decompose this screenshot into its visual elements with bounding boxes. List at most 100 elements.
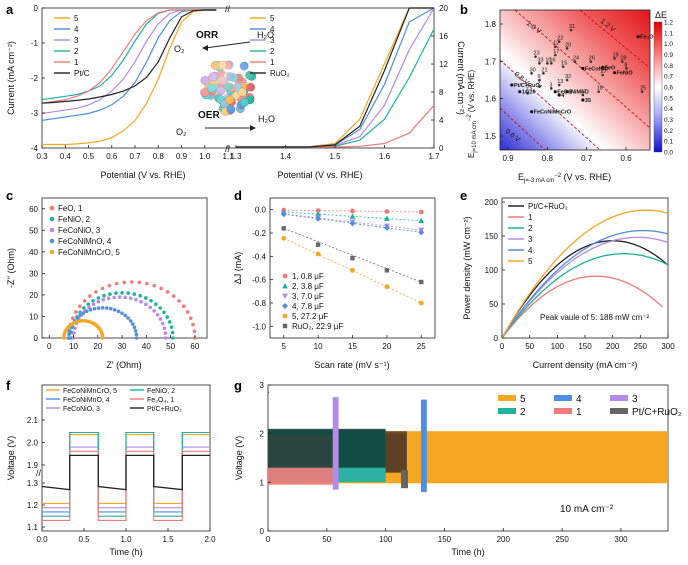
longterm-legend-swatch: [554, 395, 572, 401]
nyquist-legend: FeO, 1 FeNiO, 2 FeCoNiO, 3 FeCoNiMnO, 4 FeCo…: [49, 204, 120, 257]
orr-legend-label: 4: [74, 25, 79, 34]
cdl-point: [384, 268, 390, 273]
cdl-legend-label: 2, 3.8 μF: [292, 282, 324, 291]
d-y-tick-label: -1.0: [252, 322, 266, 331]
heatmap-point-label: 8: [624, 62, 627, 68]
heatmap-named-point: [518, 90, 522, 94]
g-x-tick-label: 100: [379, 535, 393, 544]
orr-y-tick-label: -3: [31, 109, 39, 118]
heatmap-named-label: FeCoNiMnO: [557, 90, 589, 96]
orr-x-tick-label: 0.3: [36, 152, 48, 161]
nyquist-point: [117, 295, 122, 299]
nyquist-point: [170, 330, 175, 335]
g-ylabel: Voltage (V): [234, 436, 244, 481]
colorbar-tick-label: 1.2: [664, 20, 673, 27]
heatmap-point: [597, 90, 600, 93]
nyquist-point: [67, 332, 71, 337]
nyquist-point: [82, 299, 87, 303]
g-x-tick-label: 0: [266, 535, 271, 544]
heatmap-point-label: 33: [537, 57, 543, 63]
f-x-tick-label: 0.0: [36, 535, 48, 544]
e-ylabel: Power density (mW cm⁻²): [462, 216, 472, 319]
cdl-point: [418, 217, 425, 224]
heatmap-point: [625, 67, 628, 70]
heatmap-point: [546, 62, 549, 65]
heatmap-point: [601, 73, 604, 77]
nyquist-point: [129, 280, 134, 284]
oer-legend-label: 5: [270, 14, 275, 23]
longterm-legend-label: 4: [576, 394, 582, 405]
cdl-point: [280, 211, 287, 218]
orr-x-tick-label: 1.0: [199, 152, 211, 161]
heatmap-named-point: [612, 71, 617, 75]
heatmap-point: [640, 90, 644, 93]
heatmap-point-label: 7: [526, 87, 529, 93]
orr-ylabel: Current (mA cm⁻²): [6, 41, 16, 115]
colorbar-ticks: 1.2 1.1 1.0 0.9 0.8 0.7 0.6 0.5 0.4 0.3 0.2 0.1 0.0: [664, 20, 673, 157]
nyquist-point: [167, 320, 172, 324]
power-curve: [501, 240, 669, 339]
longterm-plot: [268, 391, 668, 493]
cdl-point: [418, 300, 424, 306]
power-legend-label: 3: [528, 235, 533, 244]
nyquist-point: [169, 325, 174, 329]
panel-b-frame: [499, 9, 651, 151]
oer-ylabel: Current (mA cm⁻²): [456, 41, 466, 115]
nyquist-point: [100, 286, 105, 291]
c-ylabel: -Z'' (Ohm): [6, 248, 16, 288]
orr-arrowhead: [202, 45, 208, 51]
heatmap-point: [553, 53, 557, 57]
oer-x-tick-label: 1.6: [379, 152, 391, 161]
e-x-tick-label: 50: [525, 342, 534, 351]
panel-b-axes: 0.9 0.8 0.7 0.6 1.8 1.7 1.6 1.5: [485, 20, 632, 163]
panel-label-a: a: [6, 2, 14, 17]
e-y-tick-label: 50: [489, 300, 498, 309]
iso-line: [499, 107, 546, 151]
panel-a-chart: 0.3 0.4 0.5 0.6 0.7 0.8 0.9 1.0 1.11.3 1.4 1.5 1.6 1…: [6, 4, 466, 180]
longterm-legend: 5 4 3 2 1 Pt/C+RuO₂: [498, 394, 682, 418]
cdl-point: [315, 242, 321, 247]
c-y-tick-label: 40: [29, 248, 38, 257]
d-xlabel: Scan rate (mV s⁻¹): [314, 360, 389, 370]
nyquist-point: [159, 286, 163, 291]
nyquist-point: [112, 295, 116, 300]
power-legend-label: 2: [528, 224, 533, 233]
nyquist-point: [96, 296, 101, 300]
oer-x-tick-label: 1.3: [230, 152, 242, 161]
cdl-point: [281, 226, 286, 231]
b-y-tick-label: 1.8: [485, 20, 497, 29]
oer-x-tick-label: 1.5: [329, 152, 341, 161]
nyquist-point: [67, 328, 72, 333]
heatmap-point: [550, 62, 553, 65]
nyquist-point: [123, 313, 127, 318]
oer-legend-label: 3: [270, 36, 275, 45]
d-y-tick-label: 0.0: [255, 206, 267, 215]
cdl-point: [281, 235, 287, 241]
longterm-legend-label: 5: [520, 394, 526, 405]
orr-legend-label: Pt/C: [74, 69, 90, 78]
cdl-point: [419, 279, 424, 285]
heatmap-point-label: 19: [612, 52, 618, 58]
c-x-tick-label: 10: [69, 342, 78, 351]
longterm-legend-swatch: [498, 395, 516, 401]
longterm-legend-label: 3: [632, 394, 638, 405]
nyquist-point: [88, 308, 93, 312]
iso-line: [499, 59, 601, 151]
heatmap-point-label: 24: [573, 56, 579, 62]
c-x-tick-label: 30: [118, 342, 127, 351]
orr-plot: [41, 9, 217, 146]
e-x-tick-label: 100: [551, 342, 565, 351]
oer-xlabel: Potential (V vs. RHE): [277, 170, 362, 180]
oer-arrowhead: [250, 125, 256, 131]
orr-y-tick-label: -2: [31, 74, 39, 83]
heatmap-point-label: 16: [549, 57, 555, 63]
cdl-legend-label: 4, 7.8 μF: [292, 302, 324, 311]
colorbar-tick-label: 0.5: [664, 95, 673, 102]
nyquist-point: [192, 329, 197, 334]
cycling-legend: FeCoNiMnCrO, 5 FeCoNiMnO, 4 FeCoNiO, 3 FeNi…: [46, 388, 182, 413]
nyquist-point: [116, 309, 121, 314]
oer-x-tick-label: 1.7: [428, 152, 440, 161]
b-x-tick-label: 0.6: [620, 154, 632, 163]
power-curve: [501, 253, 669, 339]
